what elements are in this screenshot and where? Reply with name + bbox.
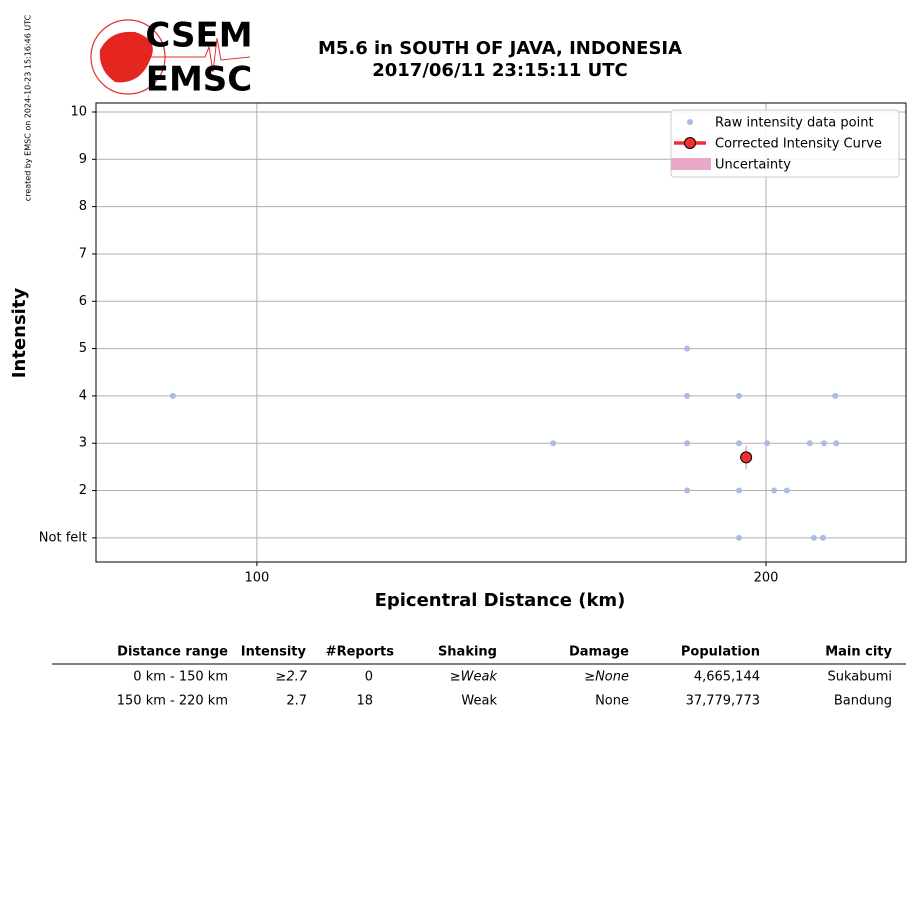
table-cell: Bandung xyxy=(834,694,892,709)
legend-label: Uncertainty xyxy=(715,158,791,173)
y-tick-label: 10 xyxy=(70,104,87,119)
data-point xyxy=(806,440,813,447)
table-header: Intensity xyxy=(241,645,307,660)
table-cell: 37,779,773 xyxy=(686,694,760,709)
table-cell: ≥Weak xyxy=(450,670,498,685)
table-cell: 150 km - 220 km xyxy=(117,694,228,709)
table-cell: ≥2.7 xyxy=(275,670,307,685)
data-point xyxy=(736,487,743,494)
data-point xyxy=(764,440,771,447)
legend-swatch xyxy=(687,119,693,125)
legend-label: Raw intensity data point xyxy=(715,116,874,131)
y-tick-label: 3 xyxy=(79,436,87,451)
y-tick-label: 2 xyxy=(79,483,87,498)
table-cell: Weak xyxy=(461,694,497,709)
x-axis-label: Epicentral Distance (km) xyxy=(375,590,626,611)
table-cell: 2.7 xyxy=(286,694,307,709)
x-tick-label: 200 xyxy=(754,571,779,586)
table: Distance range Intensity #Reports Shaking Da… xyxy=(52,645,906,709)
table-cell: 0 km - 150 km xyxy=(133,670,228,685)
data-point xyxy=(821,440,828,447)
data-point xyxy=(684,487,691,494)
y-tick-label: 5 xyxy=(79,341,87,356)
data-point xyxy=(684,440,691,447)
table-header: Main city xyxy=(825,645,892,660)
plot-frame xyxy=(95,102,907,563)
logo-top: CSEM xyxy=(145,16,252,56)
table-cell: 18 xyxy=(356,694,373,709)
chart-subtitle: 2017/06/11 23:15:11 UTC xyxy=(372,60,628,81)
data-point xyxy=(684,392,691,399)
curve-point xyxy=(740,451,753,464)
y-tick-label: 4 xyxy=(79,388,87,403)
table-header: #Reports xyxy=(326,645,395,660)
logo: CSEM EMSC xyxy=(90,16,253,100)
data-point xyxy=(783,487,790,494)
y-tick-label: Not felt xyxy=(39,530,87,545)
table-header: Population xyxy=(681,645,760,660)
table-cell: 0 xyxy=(365,670,373,685)
y-tick-label: 6 xyxy=(79,294,87,309)
legend-swatch xyxy=(671,158,711,170)
data-point xyxy=(169,392,176,399)
legend: Raw intensity data point Corrected Intens… xyxy=(670,109,900,178)
y-tick-label: 8 xyxy=(79,199,87,214)
table-cell: 4,665,144 xyxy=(694,670,760,685)
y-tick-label: 9 xyxy=(79,152,87,167)
data-point xyxy=(736,440,743,447)
data-point xyxy=(810,534,817,541)
table-cell: None xyxy=(595,694,629,709)
data-point xyxy=(820,534,827,541)
logo-wave xyxy=(150,37,251,73)
logo-bottom: EMSC xyxy=(146,60,253,100)
legend-label: Corrected Intensity Curve xyxy=(715,137,882,152)
y-axis-label: Intensity xyxy=(9,288,30,379)
data-point xyxy=(684,345,691,352)
data-point xyxy=(550,440,557,447)
x-tick-label: 100 xyxy=(244,571,269,586)
data-point xyxy=(771,487,778,494)
data-point xyxy=(736,534,743,541)
credit: created by EMSC on 2024-10-23 15:16:46 U… xyxy=(24,14,33,201)
table-cell: ≥None xyxy=(584,670,629,685)
data-point xyxy=(736,392,743,399)
table-header: Distance range xyxy=(117,645,228,660)
legend-swatch xyxy=(684,137,696,149)
data-point xyxy=(833,440,840,447)
table-header: Shaking xyxy=(438,645,497,660)
chart-title: M5.6 in SOUTH OF JAVA, INDONESIA xyxy=(318,38,682,59)
table-cell: Sukabumi xyxy=(827,670,892,685)
table-header: Damage xyxy=(569,645,629,660)
y-tick-label: 7 xyxy=(79,246,87,261)
legend-box xyxy=(670,109,900,178)
plot: Not felt 2 3 4 5 6 7 8 9 10 100 200 xyxy=(39,103,906,586)
logo-map xyxy=(99,31,153,83)
data-point xyxy=(832,392,839,399)
